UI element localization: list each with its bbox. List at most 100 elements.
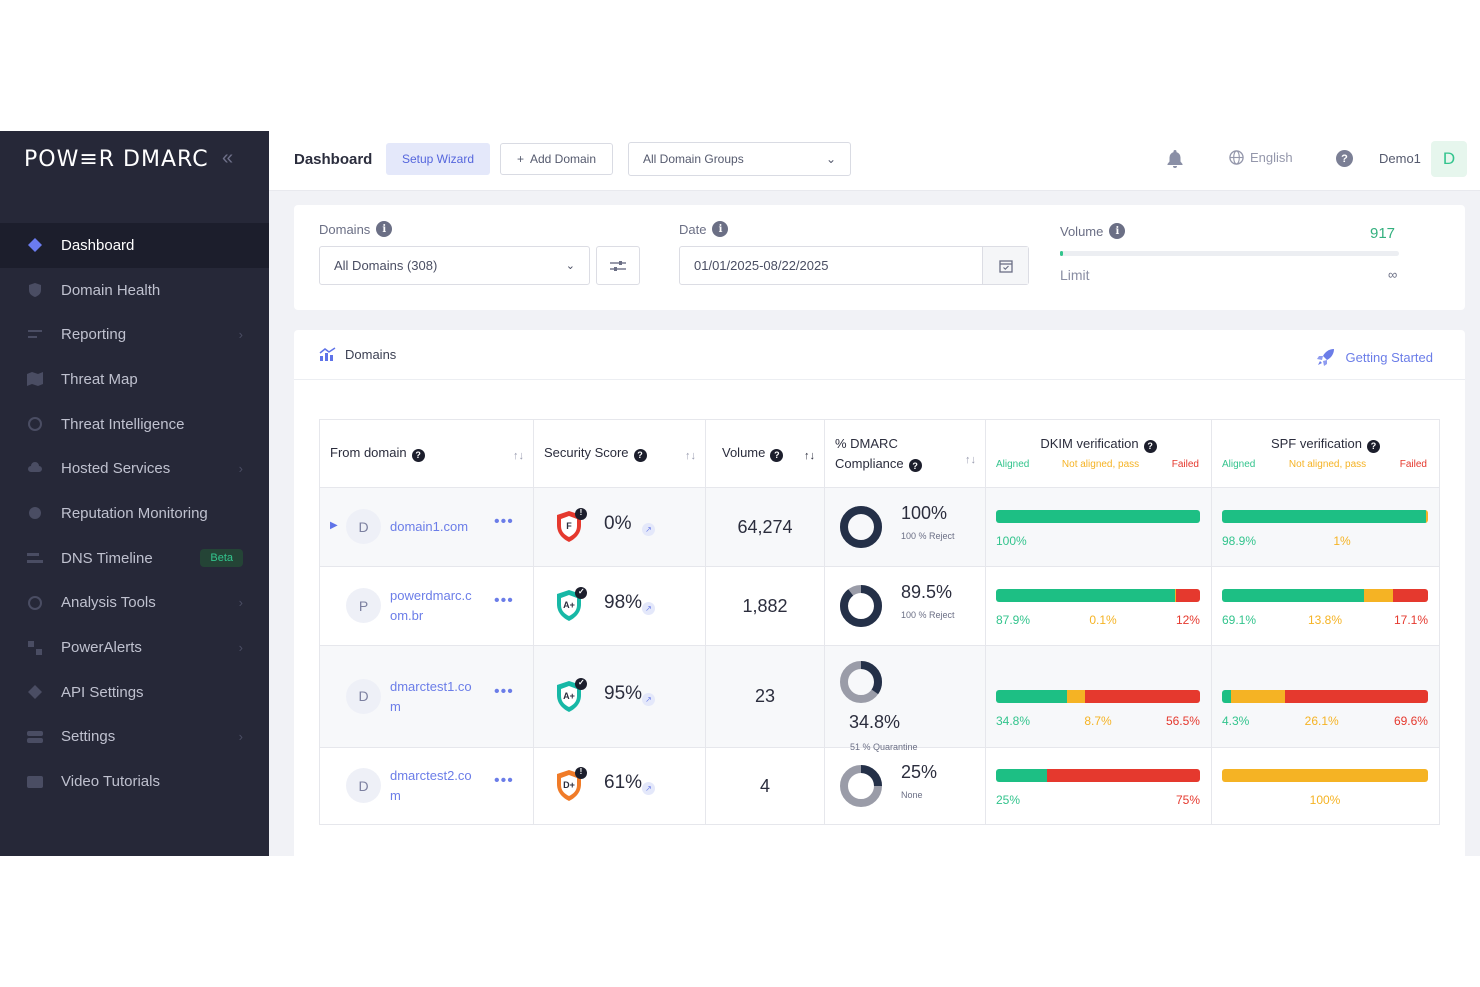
filter-settings-button[interactable] <box>596 246 640 285</box>
sidebar-item-threat-map[interactable]: Threat Map <box>0 357 269 402</box>
info-icon[interactable]: i <box>376 221 393 237</box>
segment-aligned <box>996 510 1200 523</box>
info-icon[interactable]: i <box>712 221 729 237</box>
sidebar-item-label: Analysis Tools <box>61 594 156 612</box>
sidebar-item-hosted-services[interactable]: Hosted Services › <box>0 446 269 491</box>
question-icon[interactable]: ? <box>770 448 784 462</box>
getting-started-link[interactable]: Getting Started <box>1316 347 1433 367</box>
sidebar-item-dashboard[interactable]: Dashboard <box>0 223 269 268</box>
sidebar-item-threat-intelligence[interactable]: Threat Intelligence <box>0 402 269 447</box>
help-icon[interactable]: ? <box>1336 150 1353 167</box>
segment-not-aligned-label: 13.8% <box>1307 613 1343 627</box>
sort-icon[interactable]: ↑↓ <box>685 450 696 462</box>
dkim-stacked-bar <box>996 769 1200 782</box>
date-label-text: Date <box>679 221 707 237</box>
row-actions-icon[interactable]: ••• <box>494 772 514 789</box>
row-actions-icon[interactable]: ••• <box>494 682 514 700</box>
legend-failed: Failed <box>1399 459 1427 470</box>
sidebar-item-reputation-monitoring[interactable]: Reputation Monitoring <box>0 491 269 536</box>
open-score-icon[interactable]: ↗ <box>642 523 655 536</box>
dmarc-label-line1: % DMARC <box>835 435 898 451</box>
sort-icon[interactable]: ↑↓ <box>513 450 524 462</box>
sidebar-item-poweralerts[interactable]: PowerAlerts › <box>0 625 269 670</box>
sidebar-item-video-tutorials[interactable]: Video Tutorials <box>0 759 269 804</box>
cloud-icon <box>25 459 45 479</box>
language-selector[interactable]: English <box>1229 150 1293 165</box>
domain-name-link[interactable]: dmarctest1.com <box>390 678 472 714</box>
segment-aligned-label: 25% <box>996 793 1021 807</box>
alerts-icon <box>25 638 45 658</box>
domains-select[interactable]: All Domains (308) ⌄ <box>319 246 590 285</box>
row-actions-icon[interactable]: ••• <box>494 592 514 609</box>
sidebar: POW≡R DMARC « Dashboard Domain Health Repo… <box>0 131 269 856</box>
column-header-from-domain[interactable]: From domain? ↑↓ <box>319 419 534 488</box>
spf-content: 4.3% 26.1% 69.6% <box>1212 646 1439 747</box>
dkim-content: 100% <box>986 488 1211 566</box>
segment-not-aligned <box>1066 690 1085 703</box>
add-domain-button[interactable]: + Add Domain <box>500 143 613 175</box>
sidebar-item-api-settings[interactable]: API Settings <box>0 670 269 715</box>
segment-aligned <box>1222 589 1365 602</box>
chevron-right-icon: › <box>238 327 243 343</box>
security-score-content: F! 0% ↗ <box>534 488 705 566</box>
sort-icon[interactable]: ↑↓ <box>965 454 976 466</box>
question-icon[interactable]: ? <box>411 448 425 462</box>
spf-bar-labels: 100% <box>1222 793 1428 807</box>
column-header-security-score[interactable]: Security Score? ↑↓ <box>533 419 706 488</box>
sort-desc-icon[interactable]: ↑↓ <box>804 450 815 462</box>
sidebar-item-dns-timeline[interactable]: DNS Timeline Beta <box>0 536 269 581</box>
question-icon[interactable]: ? <box>1367 439 1381 453</box>
domain-name-link[interactable]: dmarctest2.com <box>390 768 472 803</box>
dkim-cell: 25% 75% <box>985 747 1212 825</box>
rocket-icon <box>1316 349 1334 366</box>
sidebar-item-domain-health[interactable]: Domain Health <box>0 268 269 313</box>
username[interactable]: Demo1 <box>1379 151 1421 166</box>
question-icon[interactable]: ? <box>633 448 647 462</box>
top-header: Dashboard Setup Wizard + Add Domain All … <box>269 131 1480 191</box>
question-icon[interactable]: ? <box>1143 439 1157 453</box>
column-header-dkim: DKIM verification? Aligned Not aligned, p… <box>985 419 1212 488</box>
setup-wizard-button[interactable]: Setup Wizard <box>386 143 490 175</box>
row-actions-icon[interactable]: ••• <box>494 513 514 530</box>
dkim-stacked-bar <box>996 690 1200 703</box>
domain-name-link[interactable]: domain1.com <box>390 519 469 534</box>
segment-failed <box>1175 589 1200 602</box>
calendar-icon[interactable] <box>982 247 1028 284</box>
segment-not-aligned-label: 8.7% <box>1084 714 1112 728</box>
domain-groups-select[interactable]: All Domain Groups ⌄ <box>628 142 851 176</box>
open-score-icon[interactable]: ↗ <box>642 782 655 795</box>
question-icon[interactable]: ? <box>908 459 922 472</box>
compliance-value: 89.5% <box>901 582 953 602</box>
dkim-cell: 87.9% 0.1% 12% <box>985 566 1212 646</box>
column-header-dmarc-compliance[interactable]: % DMARC Compliance? ↑↓ <box>824 419 986 488</box>
sidebar-item-label: PowerAlerts <box>61 639 142 657</box>
bell-icon[interactable] <box>1166 149 1184 169</box>
open-score-icon[interactable]: ↗ <box>642 602 655 615</box>
open-score-icon[interactable]: ↗ <box>642 692 655 706</box>
avatar[interactable]: D <box>1431 141 1467 177</box>
column-header-volume[interactable]: Volume? ↑↓ <box>705 419 825 488</box>
from-domain-label: From domain <box>330 445 407 461</box>
domain-avatar: D <box>346 768 381 803</box>
info-icon[interactable]: i <box>1109 223 1126 239</box>
volume-cell: 23 <box>705 645 825 748</box>
security-score-cell: D+! 61% ↗ <box>533 747 706 825</box>
chevron-right-icon: › <box>238 595 243 611</box>
segment-not-aligned <box>1222 769 1428 782</box>
sidebar-item-analysis-tools[interactable]: Analysis Tools › <box>0 581 269 626</box>
collapse-sidebar-icon[interactable]: « <box>222 147 234 169</box>
reporting-icon <box>25 325 45 345</box>
date-range-input[interactable]: 01/01/2025-08/22/2025 <box>679 246 1029 285</box>
volume-cell: 1,882 <box>705 566 825 646</box>
dkim-content: 34.8% 8.7% 56.5% <box>986 646 1211 747</box>
dkim-bar-labels: 87.9% 0.1% 12% <box>996 613 1200 627</box>
segment-not-aligned-label: 26.1% <box>1304 714 1339 728</box>
sidebar-item-settings[interactable]: Settings › <box>0 715 269 760</box>
sidebar-item-reporting[interactable]: Reporting › <box>0 312 269 357</box>
domain-name-link[interactable]: powerdmarc.com.br <box>390 588 472 623</box>
expand-row-icon[interactable]: ▶ <box>330 520 338 531</box>
